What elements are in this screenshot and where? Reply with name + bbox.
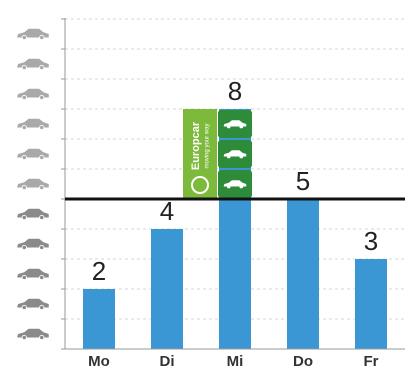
car-icon (17, 208, 49, 221)
x-tick-label: Do (293, 353, 313, 370)
brand-name: Europcar (190, 121, 202, 170)
value-label: 4 (160, 196, 174, 226)
x-tick-label: Fr (364, 353, 379, 370)
car-icon (17, 328, 49, 341)
brand-mark (191, 176, 209, 194)
car-icon (17, 238, 49, 251)
x-tick-label: Di (160, 353, 175, 370)
car-icon (17, 178, 49, 191)
value-label: 8 (228, 76, 242, 106)
car-icon (17, 298, 49, 311)
over-box (218, 110, 252, 138)
x-tick-label: Mi (227, 353, 244, 370)
brand-bg (183, 109, 217, 199)
bar (287, 199, 319, 349)
value-label: 5 (296, 166, 310, 196)
brand-tagline: moving your way (205, 123, 211, 168)
over-box (218, 140, 252, 168)
bar (83, 289, 115, 349)
value-label: 3 (364, 226, 378, 256)
over-box (218, 170, 252, 198)
bar (355, 259, 387, 349)
brand-logo: Europcar moving your way (183, 109, 217, 199)
car-icon (17, 118, 49, 131)
x-tick-label: Mo (88, 353, 110, 370)
bars: Europcar moving your way (83, 109, 387, 349)
bar (151, 229, 183, 349)
car-icon (17, 148, 49, 161)
car-icon (17, 88, 49, 101)
axis-icons (17, 28, 49, 341)
value-label: 2 (92, 256, 106, 286)
car-icon (17, 28, 49, 41)
car-icon (17, 58, 49, 71)
car-icon (17, 268, 49, 281)
